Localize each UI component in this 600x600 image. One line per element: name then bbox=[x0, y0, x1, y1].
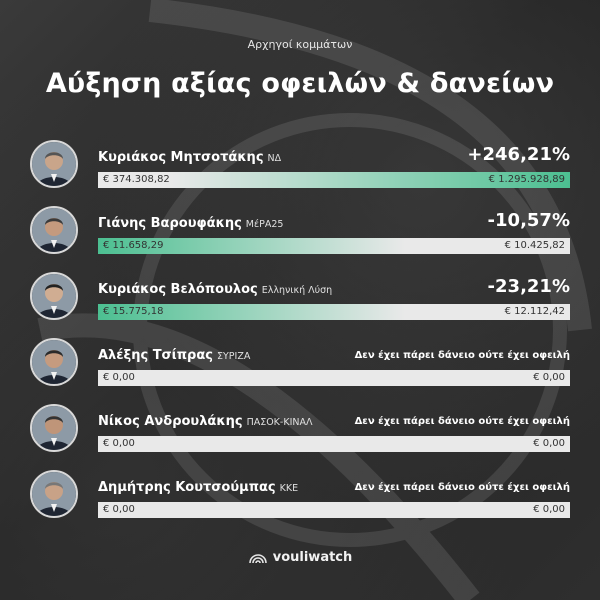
brand-icon bbox=[248, 554, 267, 564]
brand-name: vouliwatch bbox=[272, 550, 353, 565]
current-value: € 10.425,82 bbox=[504, 240, 565, 251]
portrait-icon bbox=[32, 208, 76, 252]
value-bar: € 0,00 € 0,00 bbox=[98, 370, 570, 386]
change-percentage: +246,21% bbox=[467, 144, 570, 165]
value-bar: € 11.658,29 € 10.425,82 bbox=[98, 238, 570, 254]
previous-value: € 374.308,82 bbox=[103, 174, 170, 185]
change-percentage: -10,57% bbox=[487, 210, 570, 231]
current-value: € 0,00 bbox=[533, 372, 565, 383]
leader-name-text: Νίκος Ανδρουλάκης bbox=[98, 414, 243, 429]
leader-name: Γιάνης Βαρουφάκης ΜέΡΑ25 bbox=[98, 216, 283, 231]
leader-name-text: Κυριάκος Μητσοτάκης bbox=[98, 150, 264, 165]
current-value: € 1.295.928,89 bbox=[488, 174, 565, 185]
value-bar-fill bbox=[168, 172, 570, 188]
avatar bbox=[30, 206, 78, 254]
avatar bbox=[30, 338, 78, 386]
current-value: € 0,00 bbox=[533, 438, 565, 449]
party-name: ΝΔ bbox=[267, 153, 282, 164]
avatar bbox=[30, 272, 78, 320]
leader-row: Νίκος Ανδρουλάκης ΠΑΣΟΚ-ΚΙΝΑΛ Δεν έχει πά… bbox=[30, 404, 570, 460]
party-name: ΜέΡΑ25 bbox=[245, 219, 284, 230]
page-title: Αύξηση αξίας οφειλών & δανείων bbox=[45, 68, 555, 99]
previous-value: € 0,00 bbox=[103, 372, 135, 383]
previous-value: € 0,00 bbox=[103, 504, 135, 515]
party-name: ΠΑΣΟΚ-ΚΙΝΑΛ bbox=[246, 417, 313, 428]
change-percentage: -23,21% bbox=[487, 276, 570, 297]
party-name: ΣΥΡΙΖΑ bbox=[216, 351, 251, 362]
value-bar: € 374.308,82 € 1.295.928,89 bbox=[98, 172, 570, 188]
leader-name: Νίκος Ανδρουλάκης ΠΑΣΟΚ-ΚΙΝΑΛ bbox=[98, 414, 312, 429]
portrait-icon bbox=[32, 274, 76, 318]
no-debt-note: Δεν έχει πάρει δάνειο ούτε έχει οφειλή bbox=[354, 416, 570, 427]
portrait-icon bbox=[32, 472, 76, 516]
previous-value: € 15.775,18 bbox=[103, 306, 164, 317]
current-value: € 0,00 bbox=[533, 504, 565, 515]
avatar bbox=[30, 404, 78, 452]
leader-name-text: Αλέξης Τσίπρας bbox=[98, 348, 213, 363]
leader-name: Κυριάκος Μητσοτάκης ΝΔ bbox=[98, 150, 281, 165]
value-bar: € 0,00 € 0,00 bbox=[98, 502, 570, 518]
brand-logo: vouliwatch bbox=[0, 550, 600, 565]
current-value: € 12.112,42 bbox=[504, 306, 565, 317]
value-bar: € 0,00 € 0,00 bbox=[98, 436, 570, 452]
portrait-icon bbox=[32, 142, 76, 186]
leader-name-text: Δημήτρης Κουτσούμπας bbox=[98, 480, 276, 495]
party-name: ΚΚΕ bbox=[279, 483, 299, 494]
party-name: Ελληνική Λύση bbox=[261, 285, 333, 296]
leader-name: Δημήτρης Κουτσούμπας ΚΚΕ bbox=[98, 480, 298, 495]
no-debt-note: Δεν έχει πάρει δάνειο ούτε έχει οφειλή bbox=[354, 350, 570, 361]
leader-row: Κυριάκος Βελόπουλος Ελληνική Λύση -23,21%… bbox=[30, 272, 570, 328]
portrait-icon bbox=[32, 340, 76, 384]
avatar bbox=[30, 140, 78, 188]
value-bar-fill bbox=[98, 238, 405, 254]
previous-value: € 11.658,29 bbox=[103, 240, 164, 251]
leader-name-text: Γιάνης Βαρουφάκης bbox=[98, 216, 242, 231]
leader-row: Δημήτρης Κουτσούμπας ΚΚΕ Δεν έχει πάρει δ… bbox=[30, 470, 570, 526]
subtitle: Αρχηγοί κομμάτων bbox=[247, 38, 353, 51]
value-bar-fill bbox=[98, 304, 405, 320]
leader-row: Κυριάκος Μητσοτάκης ΝΔ +246,21% € 374.308… bbox=[30, 140, 570, 196]
leader-row: Γιάνης Βαρουφάκης ΜέΡΑ25 -10,57% € 11.658… bbox=[30, 206, 570, 262]
value-bar: € 15.775,18 € 12.112,42 bbox=[98, 304, 570, 320]
leader-name: Αλέξης Τσίπρας ΣΥΡΙΖΑ bbox=[98, 348, 250, 363]
leader-name-text: Κυριάκος Βελόπουλος bbox=[98, 282, 258, 297]
leader-name: Κυριάκος Βελόπουλος Ελληνική Λύση bbox=[98, 282, 332, 297]
portrait-icon bbox=[32, 406, 76, 450]
leader-row: Αλέξης Τσίπρας ΣΥΡΙΖΑ Δεν έχει πάρει δάνε… bbox=[30, 338, 570, 394]
avatar bbox=[30, 470, 78, 518]
no-debt-note: Δεν έχει πάρει δάνειο ούτε έχει οφειλή bbox=[354, 482, 570, 493]
previous-value: € 0,00 bbox=[103, 438, 135, 449]
